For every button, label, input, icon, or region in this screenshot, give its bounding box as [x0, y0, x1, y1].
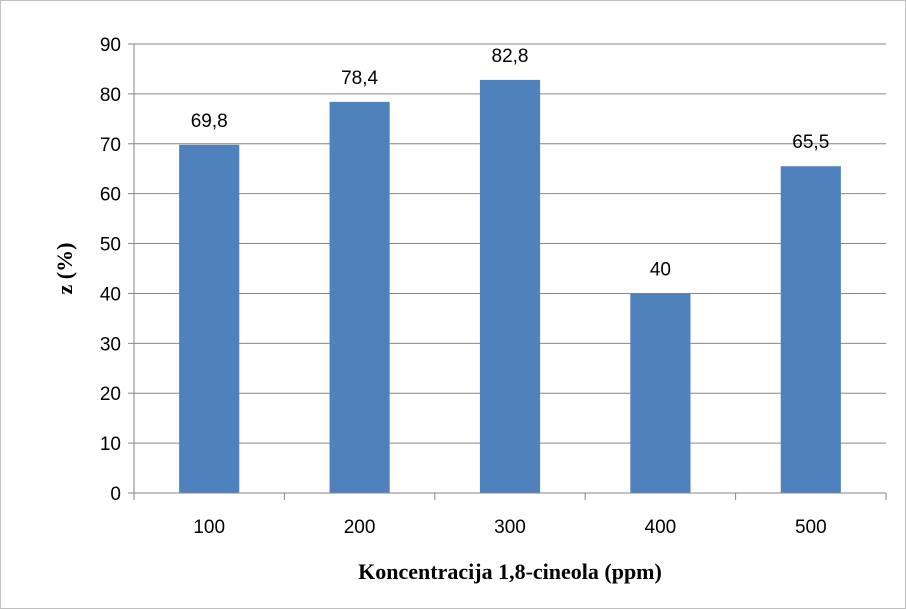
bar-400 [630, 293, 691, 493]
data-label: 82,8 [492, 46, 529, 67]
x-tick-label: 500 [795, 517, 827, 538]
x-tick-labels: 100 200 300 400 500 [193, 517, 826, 538]
x-tick-label: 300 [494, 517, 526, 538]
data-labels: 69,8 78,4 82,8 40 65,5 [191, 46, 830, 281]
y-tick-labels: 0 10 20 30 40 50 60 70 80 90 [100, 35, 121, 505]
y-tick-label: 80 [100, 85, 121, 106]
y-tick-label: 10 [100, 434, 121, 455]
x-axis-title: Koncentracija 1,8-cineola (ppm) [358, 559, 662, 584]
y-tick-label: 20 [100, 384, 121, 405]
y-tick-label: 90 [100, 35, 121, 56]
y-tick-label: 40 [100, 284, 121, 305]
data-label: 40 [650, 259, 671, 280]
bars [179, 79, 841, 494]
bar-300 [479, 79, 541, 494]
y-tick-label: 50 [100, 235, 121, 256]
data-label: 65,5 [792, 132, 829, 153]
y-axis-title: z (%) [52, 243, 77, 295]
x-tick-label: 400 [645, 517, 677, 538]
x-tick-label: 200 [344, 517, 376, 538]
axes [128, 43, 887, 500]
x-tick-label: 100 [193, 517, 225, 538]
y-tick-label: 30 [100, 334, 121, 355]
bar-200 [329, 101, 390, 494]
bar-100 [179, 144, 240, 493]
data-label: 69,8 [191, 111, 228, 132]
y-tick-label: 70 [100, 135, 121, 156]
bar-500 [780, 166, 841, 493]
y-tick-label: 60 [100, 185, 121, 206]
y-tick-label: 0 [110, 484, 121, 505]
data-label: 78,4 [341, 68, 378, 89]
